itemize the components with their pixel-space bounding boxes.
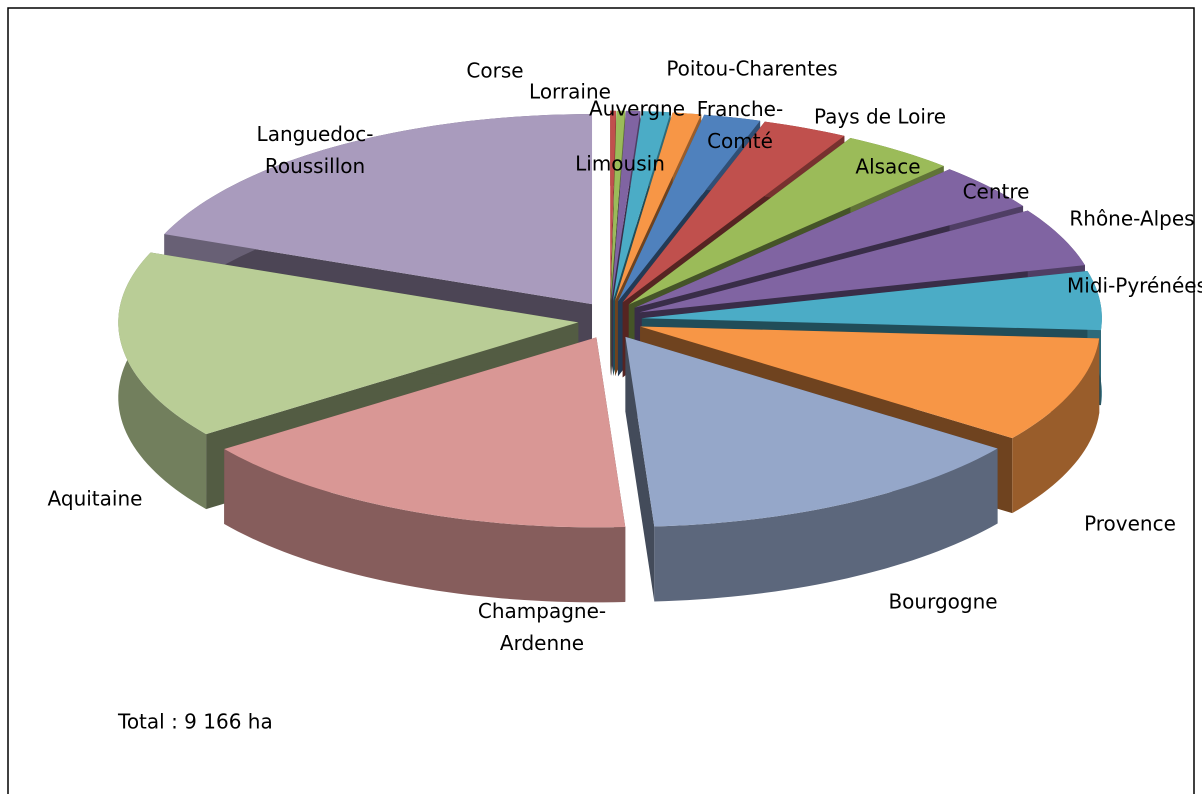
slice-label: Poitou-Charentes <box>666 57 837 81</box>
slice-label: Midi-Pyrénées <box>1067 274 1202 298</box>
slice-top <box>622 121 845 303</box>
slice-label: Aquitaine <box>48 487 143 511</box>
slice-top <box>625 336 998 527</box>
frame <box>7 7 1195 794</box>
slice-label: Rhône-Alpes <box>1069 207 1194 231</box>
slice-side <box>654 448 998 602</box>
slice-top <box>641 270 1102 331</box>
slice-top <box>628 137 944 305</box>
slice-label: Centre <box>963 180 1030 204</box>
slice-top <box>634 169 1024 308</box>
slice-label: Limousin <box>575 152 665 176</box>
slice-top <box>610 110 616 301</box>
slice <box>224 337 626 603</box>
slice-top <box>610 110 626 301</box>
slice-top <box>617 114 761 302</box>
annotation: Total : 9 166 ha <box>117 710 273 734</box>
slice-label: Lorraine <box>529 80 611 104</box>
slice-wall <box>625 336 655 602</box>
slice-top <box>118 252 579 435</box>
slice-side <box>224 449 626 603</box>
slice-label: Alsace <box>855 155 920 179</box>
slice-label: Pays de Loire <box>814 105 946 129</box>
slice-label: Franche-Comté <box>697 97 783 153</box>
slice-label: Languedoc-Roussillon <box>257 122 374 178</box>
slice-label: Bourgogne <box>888 590 997 614</box>
slice-label: Provence <box>1084 512 1176 536</box>
slice-top <box>640 326 1100 439</box>
slice-label: Auvergne <box>589 97 685 121</box>
slice-top <box>639 210 1085 313</box>
slice-top <box>164 114 593 305</box>
slice-top <box>613 111 671 301</box>
slice-top <box>615 112 702 302</box>
slice-label: Champagne-Ardenne <box>478 599 606 655</box>
pie <box>118 110 1102 603</box>
slice-side <box>1012 338 1100 514</box>
slice-top <box>224 337 626 528</box>
slice-label: Corse <box>466 59 523 83</box>
slice-top <box>611 110 641 301</box>
slice <box>625 336 998 602</box>
